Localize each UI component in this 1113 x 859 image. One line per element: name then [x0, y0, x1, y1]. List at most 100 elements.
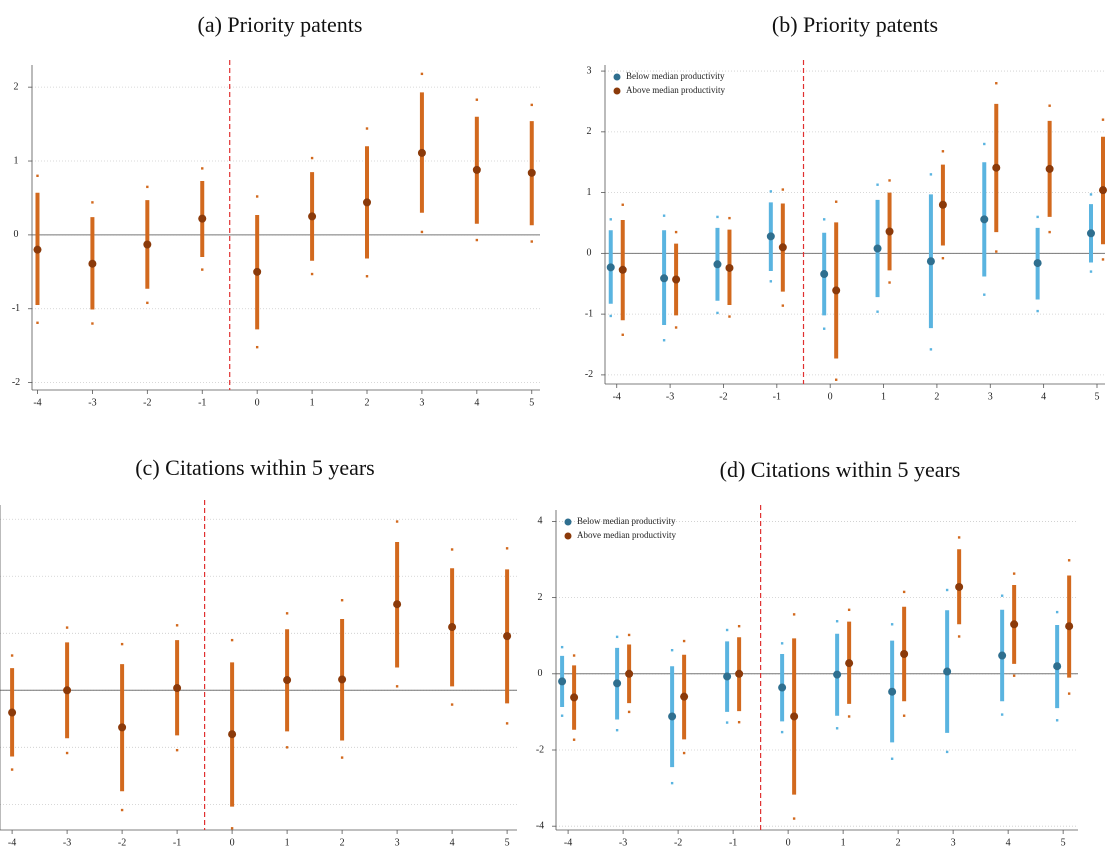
x-tick-label: -1 — [729, 837, 737, 848]
point-estimate — [1065, 622, 1074, 631]
outer-bound-dot — [255, 195, 259, 198]
outer-bound-dot — [716, 215, 719, 219]
point-estimate — [832, 286, 841, 295]
outer-bound-dot — [560, 714, 564, 717]
outer-bound-dot — [835, 620, 839, 623]
x-tick-label: 5 — [1094, 391, 1099, 402]
point-estimate — [885, 227, 894, 236]
outer-bound-dot — [945, 750, 949, 754]
point-estimate — [8, 708, 17, 717]
outer-bound-dot — [941, 257, 945, 260]
x-tick-label: 5 — [529, 397, 534, 408]
outer-bound-dot — [890, 757, 894, 760]
y-tick-label: -2 — [585, 369, 593, 380]
y-tick-label: 1 — [14, 155, 19, 166]
outer-bound-dot — [945, 588, 949, 592]
outer-bound-dot — [1067, 559, 1071, 562]
legend-marker — [613, 87, 621, 95]
legend-marker — [564, 518, 572, 526]
x-tick-label: -1 — [173, 837, 181, 848]
outer-bound-dot — [65, 626, 69, 629]
x-tick-label: 2 — [896, 837, 901, 848]
x-tick-label: -2 — [674, 837, 682, 848]
outer-bound-dot — [1000, 713, 1004, 716]
point-estimate — [873, 244, 882, 253]
x-tick-label: 1 — [841, 837, 846, 848]
outer-bound-dot — [91, 322, 94, 325]
x-tick-label: 1 — [881, 391, 886, 402]
x-tick-label: 4 — [474, 397, 479, 408]
x-tick-label: 0 — [230, 837, 235, 848]
point-estimate — [790, 712, 799, 721]
point-estimate — [503, 632, 512, 641]
outer-bound-dot — [475, 98, 479, 101]
point-estimate — [725, 263, 734, 272]
x-tick-label: -2 — [118, 837, 126, 848]
x-tick-label: -3 — [63, 837, 71, 848]
x-tick-label: -1 — [198, 397, 206, 408]
outer-bound-dot — [725, 721, 729, 724]
panel-title: (c) Citations within 5 years — [135, 455, 375, 480]
outer-bound-dot — [1048, 104, 1051, 107]
outer-bound-dot — [737, 624, 741, 628]
x-tick-label: -4 — [613, 391, 621, 402]
outer-bound-dot — [310, 272, 314, 276]
outer-bound-dot — [420, 230, 424, 234]
outer-bound-dot — [670, 781, 674, 785]
point-estimate — [845, 659, 854, 668]
outer-bound-dot — [505, 722, 509, 725]
y-tick-label: 3 — [587, 65, 592, 76]
point-estimate — [938, 200, 947, 209]
x-tick-label: 2 — [340, 837, 345, 848]
outer-bound-dot — [36, 174, 39, 177]
point-estimate — [778, 243, 787, 252]
outer-bound-dot — [175, 624, 179, 627]
outer-bound-dot — [365, 275, 369, 278]
outer-bound-dot — [888, 281, 891, 284]
outer-bound-dot — [876, 310, 879, 313]
point-estimate — [393, 600, 402, 609]
outer-bound-dot — [780, 642, 784, 645]
point-estimate — [955, 582, 964, 591]
outer-bound-dot — [627, 710, 631, 714]
outer-bound-dot — [957, 635, 961, 638]
panel-title: (b) Priority patents — [772, 12, 938, 37]
outer-bound-dot — [888, 179, 891, 182]
x-tick-label: -2 — [719, 391, 727, 402]
point-estimate — [713, 260, 722, 269]
outer-bound-dot — [780, 730, 784, 734]
point-estimate — [417, 148, 426, 157]
point-estimate — [943, 667, 952, 676]
outer-bound-dot — [929, 348, 933, 351]
outer-bound-dot — [769, 190, 773, 193]
point-estimate — [527, 168, 536, 177]
point-estimate — [308, 212, 317, 221]
outer-bound-dot — [1036, 215, 1039, 219]
outer-bound-dot — [450, 548, 454, 551]
outer-bound-dot — [834, 378, 838, 381]
y-tick-label: -2 — [12, 377, 20, 388]
legend-marker — [564, 532, 572, 540]
point-estimate — [926, 257, 935, 266]
x-tick-label: 2 — [934, 391, 939, 402]
y-tick-label: 1 — [587, 187, 592, 198]
outer-bound-dot — [621, 333, 624, 336]
outer-bound-dot — [420, 72, 424, 76]
point-estimate — [33, 245, 42, 254]
outer-bound-dot — [365, 127, 369, 130]
outer-bound-dot — [201, 268, 204, 271]
x-tick-label: 1 — [285, 837, 290, 848]
outer-bound-dot — [1012, 572, 1016, 575]
legend-label: Above median productivity — [577, 530, 676, 540]
point-estimate — [570, 693, 579, 702]
outer-bound-dot — [609, 314, 612, 318]
x-tick-label: 3 — [951, 837, 956, 848]
outer-bound-dot — [781, 304, 785, 307]
point-estimate — [980, 215, 989, 224]
outer-bound-dot — [682, 751, 686, 755]
x-tick-label: -2 — [143, 397, 151, 408]
outer-bound-dot — [560, 645, 564, 649]
outer-bound-dot — [230, 827, 234, 830]
outer-bound-dot — [781, 188, 785, 191]
outer-bound-dot — [530, 103, 533, 107]
